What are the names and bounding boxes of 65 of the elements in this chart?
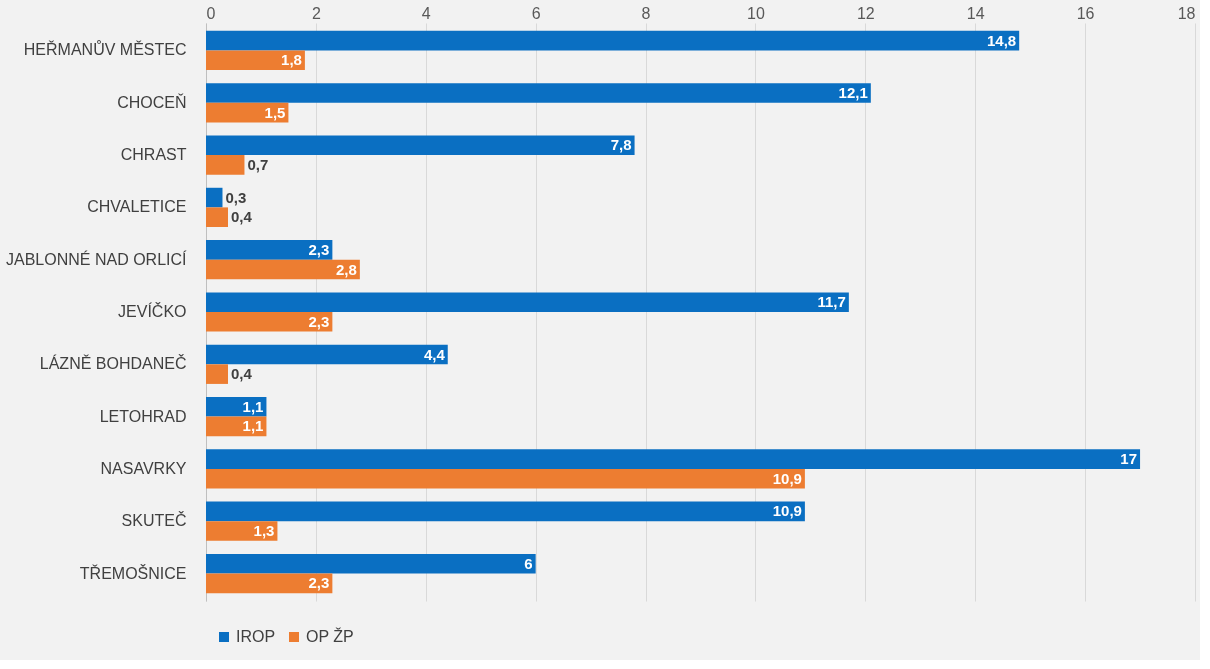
data-label: 6 [524,554,533,572]
bar [206,397,267,417]
bar [206,30,1020,51]
data-label: 1,5 [264,103,286,121]
y-tick-label: JABLONNÉ NAD ORLICÍ [6,249,188,268]
y-tick-label: LÁZNĚ BOHDANEČ [39,354,187,373]
bar [206,449,1141,469]
x-tick-label: 12 [856,4,875,22]
bar [206,312,333,332]
data-label: 2,8 [335,260,357,278]
data-label: 11,7 [817,293,846,311]
data-label: 2,3 [308,574,330,592]
x-tick-label: 14 [966,4,985,22]
data-label: 10,9 [772,502,802,520]
data-label: 1,3 [253,522,275,540]
y-tick-label: CHVALETICE [87,198,187,216]
y-tick-label: NASAVRKY [100,459,187,477]
y-tick-label: JEVÍČKO [118,302,187,320]
bar [206,521,278,541]
y-tick-label: SKUTEČ [121,511,187,530]
bar [206,207,228,227]
x-tick-label: 4 [421,4,431,22]
data-label: 7,8 [610,136,632,154]
y-tick-label: LETOHRAD [99,407,187,425]
legend-label: OP ŽP [306,627,354,645]
x-tick-label: 16 [1076,4,1095,22]
data-label: 17 [1120,450,1138,468]
bar [206,83,871,103]
bar [206,135,635,156]
data-label: 0,4 [230,365,253,383]
bar [206,292,849,312]
data-label: 1,8 [281,51,302,69]
data-label: 4,4 [423,345,446,363]
data-label: 1,1 [242,397,264,415]
y-tick-label: CHRAST [120,146,187,164]
bar [206,187,223,208]
y-tick-label: CHOCEŇ [117,92,187,111]
data-label: 1,1 [242,417,264,435]
data-label: 0,4 [230,208,253,226]
bar [206,155,245,175]
x-tick-label: 10 [747,4,765,22]
bar [206,501,805,522]
bar [206,364,228,384]
bar [206,240,333,260]
data-label: 12,1 [838,83,868,101]
data-label: 0,3 [225,188,247,206]
legend-label: IROP [236,628,276,645]
y-tick-label: TŘEMOŠNICE [79,563,187,582]
data-label: 2,3 [308,240,330,258]
data-label: 14,8 [986,31,1017,49]
bar [206,259,360,280]
data-label: 0,7 [247,155,269,173]
bar [206,553,536,574]
x-tick-label: 18 [1177,4,1196,22]
x-tick-label: 0 [206,4,216,22]
bar [206,344,448,365]
x-tick-label: 2 [311,4,321,22]
y-tick-label: HEŘMANŮV MĚSTEC [23,40,187,59]
x-tick-label: 6 [531,4,541,22]
bar [206,468,805,489]
data-label: 2,3 [308,312,330,330]
bar [206,573,333,594]
bar [206,50,305,71]
x-tick-label: 8 [641,4,651,22]
data-label: 10,9 [772,469,802,487]
